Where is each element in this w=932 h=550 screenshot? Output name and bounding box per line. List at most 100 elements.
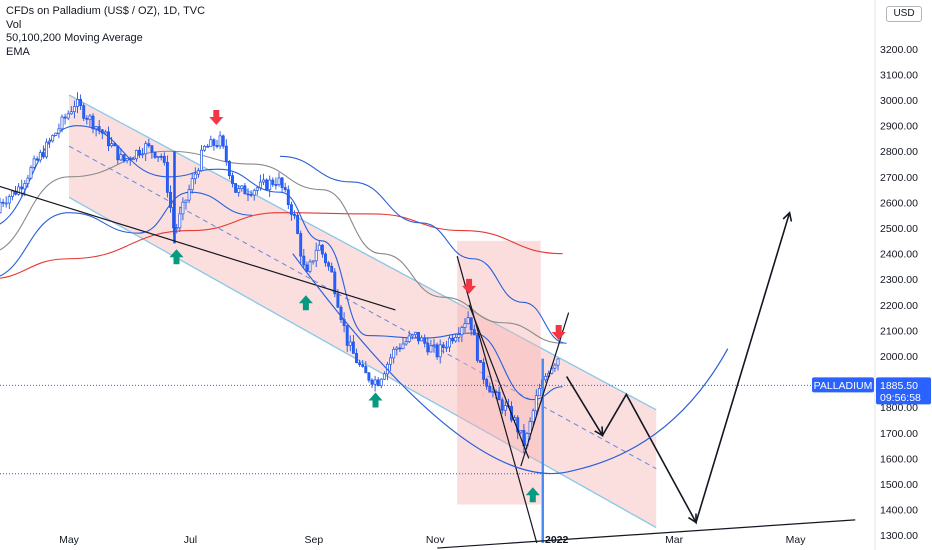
time-tick-label: Jul (184, 534, 197, 546)
candle-body (38, 152, 42, 161)
candle-body (54, 132, 58, 136)
candle-body (528, 421, 532, 434)
candle-body (317, 244, 321, 251)
candle-body (398, 347, 402, 350)
drawings-layer (0, 185, 856, 549)
candle-body (361, 364, 365, 367)
legend-ema: EMA (6, 45, 30, 58)
candle-body (531, 410, 535, 422)
candle-body (469, 317, 473, 331)
candle-body (35, 158, 39, 161)
candle-body (196, 170, 200, 175)
candle-body (463, 323, 467, 328)
symbol-badge (812, 377, 874, 393)
symbol-badge-label: PALLADIUM (814, 380, 873, 392)
currency-unit-button[interactable]: USD (886, 6, 922, 22)
candle-body (475, 334, 479, 361)
candle-body (91, 115, 95, 130)
candle-body (144, 143, 148, 155)
candle-body (224, 145, 228, 162)
countdown-value: 09:56:58 (880, 392, 921, 404)
candle-body (116, 145, 120, 161)
candle-body (206, 145, 210, 148)
candle-body (60, 116, 64, 130)
candle-body (252, 189, 256, 196)
candle-body (457, 334, 461, 338)
channel-fill (69, 94, 657, 528)
candle-body (351, 341, 355, 354)
candle-body (178, 213, 182, 229)
candle-body (4, 202, 8, 205)
candle-body (262, 179, 265, 183)
candle-body (227, 161, 231, 176)
time-tick-label: May (59, 534, 80, 546)
sell-signal-arrow (551, 325, 566, 340)
candle-body (125, 158, 129, 162)
candle-body (454, 337, 458, 342)
buy-signal-arrow (298, 295, 313, 311)
legend-vol: Vol (6, 18, 22, 31)
trendline (437, 519, 856, 549)
candle-body (274, 184, 278, 186)
candle-body (100, 129, 104, 134)
candle-body (76, 99, 79, 107)
candle-body (336, 293, 340, 308)
candle-body (296, 214, 300, 234)
candle-body (460, 327, 464, 336)
ema-upper-line (279, 155, 567, 344)
candle-body (63, 116, 67, 119)
candle-body (107, 131, 110, 147)
candle-body (556, 358, 560, 366)
candle-body (472, 329, 476, 336)
candle-body (246, 193, 250, 196)
candle-body (190, 178, 194, 191)
wedge-line (456, 256, 538, 544)
candle-body (423, 337, 427, 344)
candle-body (57, 128, 61, 134)
candle-body (379, 378, 383, 386)
candle-body (119, 154, 123, 161)
buy-signal-arrow (169, 249, 184, 265)
candle-body (271, 179, 275, 185)
candle-body (32, 158, 36, 168)
candle-body (311, 260, 315, 263)
candle-body (485, 379, 489, 387)
channel-upper-line (68, 94, 657, 411)
price-tick-label: 3200.00 (880, 44, 918, 56)
candle-body (444, 346, 448, 349)
candle-body (348, 341, 352, 346)
candle-body (243, 185, 247, 195)
candle-body (153, 151, 157, 158)
candle-body (215, 145, 219, 147)
last-price-value: 1885.50 (880, 380, 918, 392)
candle-body (48, 140, 52, 143)
candle-body (519, 430, 523, 433)
candle-body (382, 373, 386, 380)
candle-body (29, 167, 33, 179)
candle-body (200, 149, 203, 172)
projection-arrowhead (594, 426, 604, 437)
candle-body (367, 372, 371, 381)
candle-body (417, 331, 420, 342)
candle-body (503, 405, 507, 411)
candle-body (162, 156, 166, 163)
candle-body (128, 158, 132, 161)
trendline (0, 185, 396, 311)
time-tick-label: Sep (304, 534, 323, 546)
legend-ma: 50,100,200 Moving Average (6, 32, 143, 44)
candle-body (181, 201, 185, 215)
candle-body (26, 177, 30, 184)
price-tick-label: 3000.00 (880, 95, 918, 107)
price-axis-bg (875, 0, 932, 550)
price-tick-label: 1600.00 (880, 453, 918, 465)
candle-body (373, 379, 377, 385)
candle-body (175, 227, 179, 230)
candle-body (330, 265, 334, 273)
candle-body (293, 214, 296, 216)
price-tick-label: 1400.00 (880, 505, 918, 517)
price-tick-label: 1700.00 (880, 428, 918, 440)
candle-body (438, 344, 442, 358)
price-tick-label: 2300.00 (880, 274, 918, 286)
price-tick-label: 2700.00 (880, 172, 918, 184)
